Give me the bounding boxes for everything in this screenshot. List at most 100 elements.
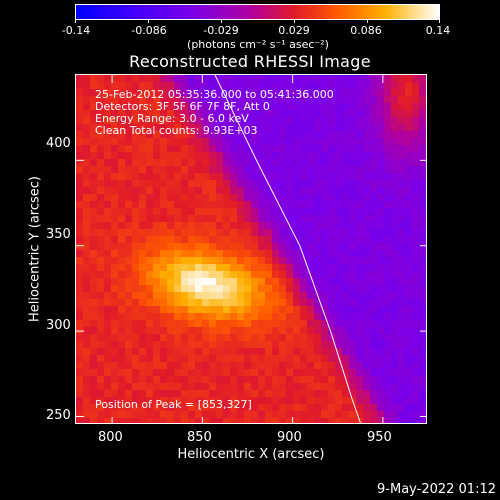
heatmap-cell — [167, 313, 174, 320]
heatmap-cell — [153, 390, 160, 397]
heatmap-cell — [349, 299, 356, 306]
heatmap-cell — [153, 264, 160, 271]
heatmap-cell — [251, 194, 258, 201]
heatmap-cell — [363, 334, 370, 341]
heatmap-cell — [160, 236, 167, 243]
heatmap-cell — [363, 292, 370, 299]
heatmap-cell — [244, 208, 251, 215]
heatmap-cell — [195, 103, 202, 110]
heatmap-cell — [314, 355, 321, 362]
heatmap-cell — [286, 320, 293, 327]
heatmap-cell — [132, 201, 139, 208]
heatmap-cell — [76, 131, 83, 138]
heatmap-cell — [377, 243, 384, 250]
heatmap-cell — [363, 145, 370, 152]
heatmap-cell — [363, 131, 370, 138]
heatmap-cell — [160, 327, 167, 334]
heatmap-cell — [426, 264, 427, 271]
heatmap-cell — [188, 173, 195, 180]
heatmap-cell — [258, 264, 265, 271]
heatmap-cell — [265, 82, 272, 89]
heatmap-cell — [335, 355, 342, 362]
heatmap-cell — [279, 320, 286, 327]
heatmap-cell — [307, 131, 314, 138]
heatmap-cell — [272, 236, 279, 243]
heatmap-cell — [300, 166, 307, 173]
heatmap-cell — [216, 320, 223, 327]
heatmap-cell — [223, 306, 230, 313]
heatmap-cell — [174, 411, 181, 418]
heatmap-cell — [90, 124, 97, 131]
heatmap-cell — [384, 166, 391, 173]
heatmap-cell — [272, 397, 279, 404]
heatmap-cell — [286, 418, 293, 423]
heatmap-cell — [223, 320, 230, 327]
heatmap-cell — [377, 138, 384, 145]
heatmap-cell — [321, 180, 328, 187]
heatmap-cell — [293, 243, 300, 250]
heatmap-cell — [146, 285, 153, 292]
heatmap-cell — [83, 404, 90, 411]
heatmap-cell — [167, 390, 174, 397]
heatmap-cell — [377, 411, 384, 418]
heatmap-cell — [293, 397, 300, 404]
heatmap-cell — [251, 236, 258, 243]
heatmap-cell — [104, 208, 111, 215]
heatmap-cell — [181, 75, 188, 82]
heatmap-cell — [300, 264, 307, 271]
heatmap-cell — [97, 131, 104, 138]
heatmap-cell — [384, 152, 391, 159]
heatmap-cell — [209, 334, 216, 341]
heatmap-cell — [167, 215, 174, 222]
heatmap-cell — [258, 250, 265, 257]
heatmap-cell — [398, 75, 405, 82]
heatmap-cell — [265, 222, 272, 229]
heatmap-cell — [195, 82, 202, 89]
heatmap-cell — [398, 390, 405, 397]
heatmap-cell — [335, 320, 342, 327]
heatmap-cell — [265, 166, 272, 173]
heatmap-cell — [377, 278, 384, 285]
heatmap-cell — [412, 187, 419, 194]
heatmap-cell — [125, 166, 132, 173]
heatmap-cell — [118, 341, 125, 348]
heatmap-cell — [328, 243, 335, 250]
plot-area — [75, 74, 427, 424]
heatmap-cell — [90, 376, 97, 383]
heatmap-cell — [90, 194, 97, 201]
heatmap-cell — [258, 82, 265, 89]
heatmap-cell — [97, 418, 104, 423]
heatmap-cell — [370, 404, 377, 411]
heatmap-cell — [412, 320, 419, 327]
heatmap-cell — [328, 341, 335, 348]
heatmap-cell — [90, 383, 97, 390]
heatmap-cell — [314, 313, 321, 320]
heatmap-cell — [251, 166, 258, 173]
heatmap-cell — [349, 236, 356, 243]
heatmap-cell — [125, 222, 132, 229]
heatmap-cell — [160, 313, 167, 320]
heatmap-cell — [174, 117, 181, 124]
heatmap-cell — [258, 404, 265, 411]
heatmap-cell — [223, 271, 230, 278]
heatmap-cell — [370, 257, 377, 264]
heatmap-cell — [398, 404, 405, 411]
heatmap-cell — [307, 82, 314, 89]
heatmap-cell — [90, 418, 97, 423]
heatmap-cell — [202, 362, 209, 369]
heatmap-cell — [244, 124, 251, 131]
heatmap-cell — [195, 390, 202, 397]
heatmap-cell — [272, 313, 279, 320]
heatmap-cell — [335, 222, 342, 229]
heatmap-cell — [300, 397, 307, 404]
heatmap-cell — [146, 82, 153, 89]
heatmap-cell — [377, 404, 384, 411]
heatmap-cell — [230, 82, 237, 89]
heatmap-cell — [272, 355, 279, 362]
heatmap-cell — [251, 173, 258, 180]
heatmap-cell — [237, 215, 244, 222]
heatmap-cell — [223, 124, 230, 131]
heatmap-cell — [209, 355, 216, 362]
heatmap-cell — [167, 250, 174, 257]
heatmap-cell — [223, 376, 230, 383]
